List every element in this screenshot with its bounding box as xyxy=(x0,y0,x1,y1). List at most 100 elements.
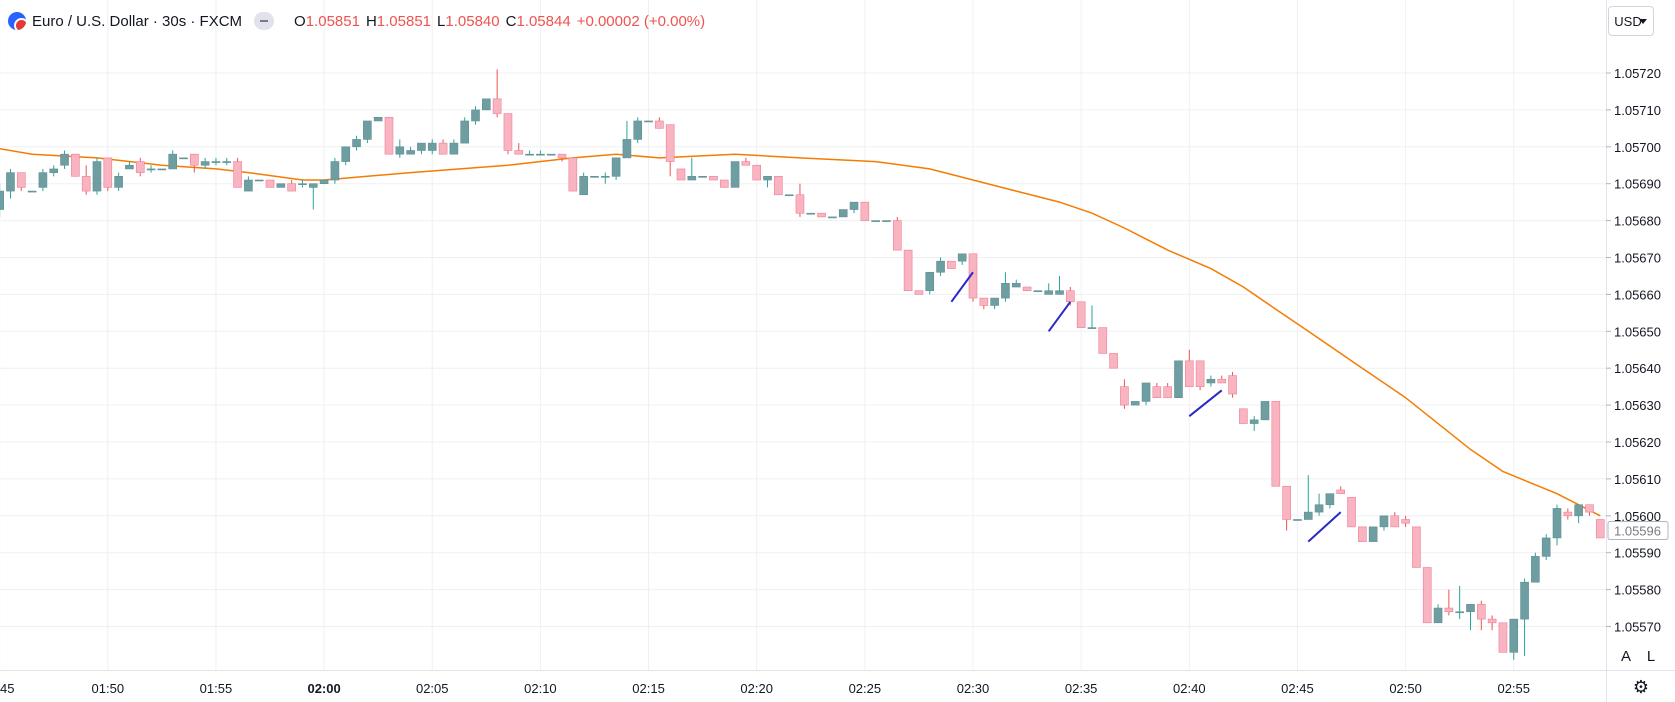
candle xyxy=(957,253,967,265)
candle-body xyxy=(503,113,513,151)
candle xyxy=(1531,552,1540,583)
candle xyxy=(514,143,524,155)
candle-body xyxy=(1001,283,1010,299)
candle-body xyxy=(6,172,15,192)
candle xyxy=(438,139,448,155)
high-label: H xyxy=(365,12,377,30)
candle-body xyxy=(0,190,4,210)
candle xyxy=(1195,360,1205,391)
candle-body xyxy=(655,120,664,129)
auto-scale-button[interactable]: A xyxy=(1620,647,1631,665)
candle xyxy=(168,150,177,170)
candle xyxy=(665,124,675,177)
candle xyxy=(730,161,740,188)
candle xyxy=(600,172,610,184)
symbol-title[interactable]: Euro / U.S. Dollar · 30s · FXCM xyxy=(32,12,243,30)
candle-body xyxy=(709,176,718,181)
price-tick-label: 1.05650 xyxy=(1614,324,1661,339)
candle-body xyxy=(233,161,242,188)
candle-body xyxy=(157,168,167,171)
candle xyxy=(1325,493,1335,509)
candle-body xyxy=(590,176,599,178)
candle-body xyxy=(1347,497,1356,528)
candle-body xyxy=(135,161,145,173)
time-tick-label: 45 xyxy=(0,681,14,696)
candle xyxy=(352,135,361,151)
candle xyxy=(373,116,383,122)
candle xyxy=(1477,600,1486,631)
candle xyxy=(1152,382,1162,399)
settings-gear-icon[interactable]: ⚙ xyxy=(1632,676,1650,697)
candle-body xyxy=(1120,386,1129,406)
candle xyxy=(1239,408,1248,424)
candle xyxy=(1120,379,1129,409)
candle-body xyxy=(1552,508,1562,539)
candle xyxy=(1336,486,1346,494)
candle-body xyxy=(968,253,978,299)
candle-body xyxy=(1433,607,1443,624)
candle-body xyxy=(60,153,69,166)
candle xyxy=(471,106,480,125)
candle-body xyxy=(838,209,848,218)
candle-body xyxy=(1055,290,1064,295)
candle xyxy=(1574,504,1583,524)
candle-body xyxy=(1422,567,1432,624)
candle xyxy=(1541,534,1551,561)
candle-body xyxy=(763,176,772,181)
candle xyxy=(741,157,751,166)
collapse-legend-icon[interactable] xyxy=(254,12,275,30)
candle-body xyxy=(168,153,177,170)
candle-body xyxy=(1260,401,1270,421)
log-scale-button[interactable]: L xyxy=(1646,647,1656,665)
candle xyxy=(763,176,772,188)
candle xyxy=(6,168,15,199)
time-tick-label: 02:55 xyxy=(1497,681,1530,696)
price-tick-label: 1.05710 xyxy=(1614,103,1661,118)
price-tick-label: 1.05660 xyxy=(1614,287,1661,302)
candle xyxy=(1487,615,1497,631)
time-tick-label: 02:20 xyxy=(740,681,773,696)
candle-body xyxy=(1401,519,1410,524)
candle-body xyxy=(990,297,999,306)
candle-body xyxy=(536,153,545,156)
candle xyxy=(914,290,924,295)
candle xyxy=(1563,508,1573,520)
candle-body xyxy=(730,161,740,188)
candle xyxy=(1412,526,1421,568)
candle-body xyxy=(1033,290,1043,293)
candle-body xyxy=(774,176,783,196)
plot-area xyxy=(0,69,1605,660)
candle xyxy=(0,183,4,217)
candle-body xyxy=(1509,618,1519,653)
candle-body xyxy=(1541,537,1551,557)
candle xyxy=(752,164,762,181)
close-label: C xyxy=(505,12,517,30)
candle-body xyxy=(525,153,534,156)
time-tick-label: 02:00 xyxy=(307,681,340,696)
price-tick-label: 1.05680 xyxy=(1614,214,1661,229)
candle-body xyxy=(1574,504,1583,517)
time-tick-label: 01:50 xyxy=(92,681,125,696)
candle xyxy=(1044,283,1054,295)
candle xyxy=(1249,416,1259,431)
currency-selector[interactable]: USD xyxy=(1608,6,1654,36)
candle-body xyxy=(341,146,351,162)
candle xyxy=(1347,497,1356,528)
candle-body xyxy=(1195,360,1205,387)
change-value: +0.00002 (+0.00%) xyxy=(576,12,706,30)
candle-body xyxy=(1076,301,1086,328)
candle-body xyxy=(363,120,372,140)
candle-body xyxy=(1477,604,1486,620)
price-tick-label: 1.05700 xyxy=(1614,140,1661,155)
candle-body xyxy=(427,142,437,151)
candle-body xyxy=(622,139,632,159)
candle-body xyxy=(687,176,697,181)
candle-body xyxy=(1520,581,1529,620)
candle xyxy=(427,139,437,155)
candle-body xyxy=(1022,286,1032,292)
candle-body xyxy=(1379,515,1389,528)
candle xyxy=(146,165,156,173)
high-value: 1.05851 xyxy=(376,12,432,30)
candle-body xyxy=(806,212,816,215)
